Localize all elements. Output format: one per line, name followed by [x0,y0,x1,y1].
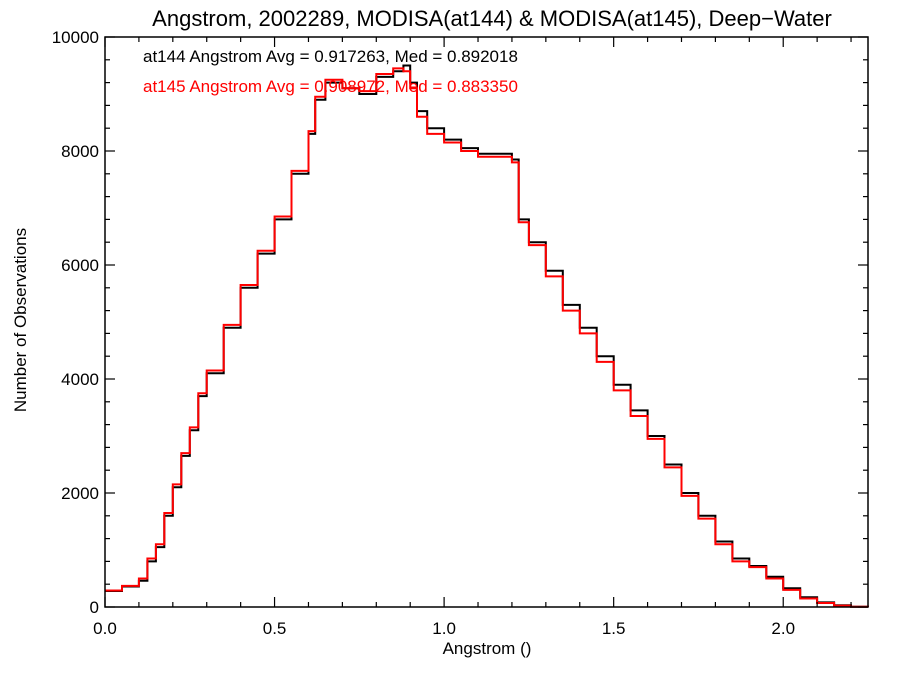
y-tick-label: 8000 [61,142,99,161]
plot-area: 0.0 0.5 1.0 1.5 2.0 0 2000 4000 6000 8000 10000 [52,28,869,638]
series-line-0 [105,64,869,608]
x-tick-label: 1.5 [602,619,626,638]
annotation-at144: at144 Angstrom Avg = 0.917263, Med = 0.8… [143,47,518,66]
y-axis-label: Number of Observations [11,228,30,412]
x-axis-ticks: 0.0 0.5 1.0 1.5 2.0 [93,37,852,638]
y-tick-label: 2000 [61,484,99,503]
x-axis-label: Angstrom () [443,639,532,658]
x-tick-label: 0.0 [93,619,117,638]
series-line-1 [105,67,869,608]
x-tick-label: 1.0 [432,619,456,638]
x-tick-label: 0.5 [263,619,287,638]
y-tick-label: 10000 [52,28,99,47]
x-tick-label: 2.0 [771,619,795,638]
y-axis-ticks: 0 2000 4000 6000 8000 10000 [52,28,868,617]
chart-title: Angstrom, 2002289, MODISA(at144) & MODIS… [152,6,832,31]
plot-frame [104,36,869,608]
series-layer [105,64,869,608]
y-tick-label: 0 [90,598,99,617]
y-tick-label: 6000 [61,256,99,275]
annotation-at145: at145 Angstrom Avg = 0.908972, Med = 0.8… [143,77,518,96]
y-tick-label: 4000 [61,370,99,389]
